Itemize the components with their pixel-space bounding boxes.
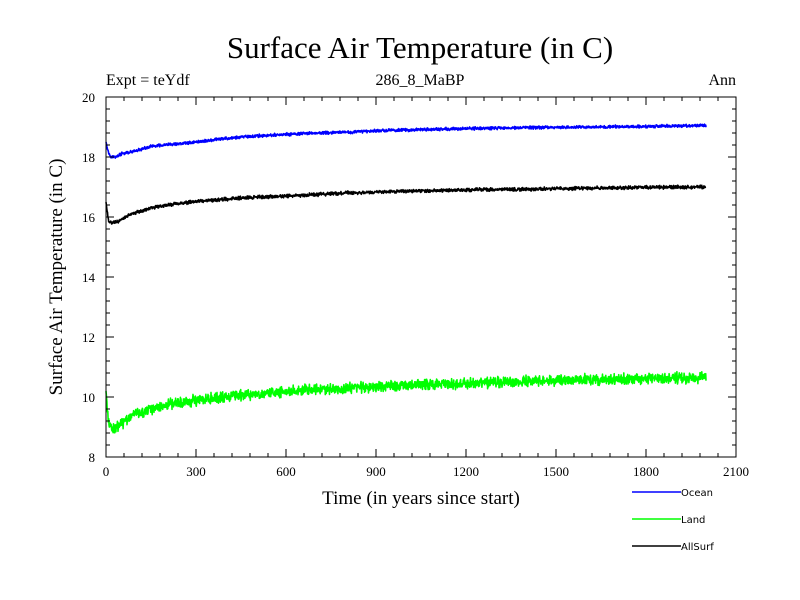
legend-label-ocean: Ocean <box>681 488 713 499</box>
tick-layer: 0 300 600 900 1200 1500 1800 2100 8 10 12 14 16 18 20 <box>82 90 749 479</box>
x-tick-label: 1800 <box>633 464 659 479</box>
y-tick-label: 10 <box>82 390 95 405</box>
x-tick-label: 2100 <box>723 464 749 479</box>
series-layer <box>105 123 707 434</box>
x-tick-label: 300 <box>186 464 206 479</box>
y-axis-label: Surface Air Temperature (in C) <box>46 159 67 396</box>
y-tick-label: 8 <box>89 450 96 465</box>
chart-subtitle-right: Ann <box>708 72 736 89</box>
y-tick-label: 16 <box>82 210 96 225</box>
legend: Ocean Land AllSurf <box>632 488 714 553</box>
series-line-ocean <box>105 123 707 159</box>
x-tick-label: 900 <box>366 464 386 479</box>
plot-frame <box>105 96 737 458</box>
chart-title: Surface Air Temperature (in C) <box>227 30 613 65</box>
legend-label-land: Land <box>681 515 705 526</box>
y-tick-label: 12 <box>82 330 95 345</box>
x-axis-label: Time (in years since start) <box>322 488 520 509</box>
chart-subtitle-center: 286_8_MaBP <box>376 72 465 89</box>
series-line-allsurf <box>105 184 707 225</box>
y-tick-label: 14 <box>82 270 96 285</box>
x-tick-label: 600 <box>276 464 296 479</box>
x-tick-label: 1200 <box>453 464 479 479</box>
y-tick-label: 18 <box>82 150 95 165</box>
x-tick-label: 0 <box>103 464 110 479</box>
chart-subtitle-left: Expt = teYdf <box>106 72 190 89</box>
legend-label-allsurf: AllSurf <box>681 542 714 553</box>
series-line-land <box>105 370 707 434</box>
x-tick-label: 1500 <box>543 464 569 479</box>
y-tick-label: 20 <box>82 90 95 105</box>
